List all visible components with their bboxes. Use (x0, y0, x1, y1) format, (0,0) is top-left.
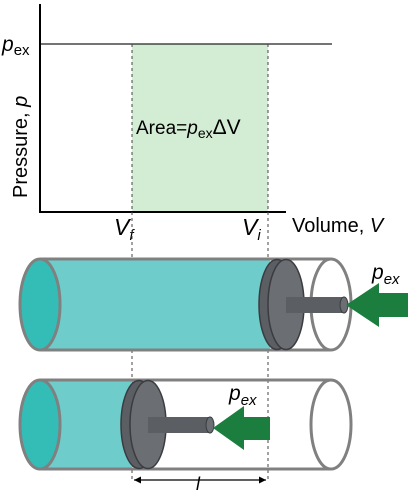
cylinder-initial: pex (18, 257, 408, 352)
piston-rod (286, 297, 344, 313)
pressure-arrow-label: pex (371, 261, 400, 288)
displacement-label: l (196, 474, 201, 492)
piston-rod-tip (205, 416, 215, 434)
piston-rod (148, 417, 210, 433)
pressure-arrow (346, 283, 408, 327)
y-axis-label: Pressure, p (10, 96, 32, 198)
displacement-dimension: l (134, 474, 266, 492)
cylinder-final: pex (18, 378, 353, 471)
pressure-arrow-label: pex (228, 382, 257, 409)
cylinder-closed-end (18, 378, 62, 471)
pressure-level-label: pex (1, 33, 30, 59)
cylinder-closed-end (18, 257, 62, 352)
volume-initial-label: Vi (242, 214, 261, 244)
cylinder-open-end (309, 378, 353, 471)
pressure-arrow (213, 406, 270, 450)
volume-final-label: Vf (114, 214, 135, 244)
x-axis-label: Volume, V (292, 215, 385, 237)
gas-body (40, 259, 270, 350)
pv-graph: pex Pressure, p Volume, V Vf Vi Area=pex… (1, 4, 385, 244)
area-label: Area=pexΔV (136, 116, 241, 141)
work-area (132, 44, 268, 212)
